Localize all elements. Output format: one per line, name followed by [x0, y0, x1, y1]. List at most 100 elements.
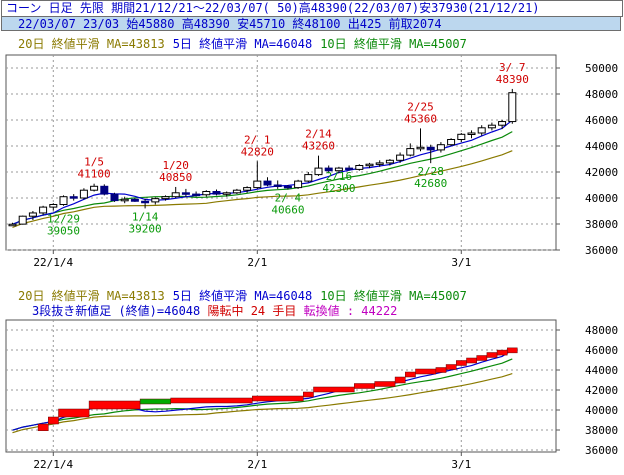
candle-up — [477, 127, 486, 134]
candle-up — [39, 206, 48, 214]
candle-down — [426, 146, 435, 151]
top-x-tick-label: 22/1/4 — [33, 256, 73, 269]
brick-up — [88, 400, 141, 410]
tlb-turn-value: 転換値 : 44222 — [304, 303, 398, 318]
annotation-value: 41100 — [78, 168, 111, 181]
ma10-line-bottom — [12, 358, 513, 431]
candle-up — [406, 148, 415, 156]
candle-down — [273, 184, 282, 187]
candle-up — [253, 180, 262, 189]
annotation-date: 1/14 — [132, 210, 159, 223]
candle-up — [314, 167, 323, 176]
brick-up — [313, 386, 355, 393]
top-x-tick-label: 2/1 — [247, 256, 267, 269]
brick-up — [394, 376, 406, 384]
bottom-x-tick-label: 2/1 — [247, 458, 267, 471]
candle-up — [436, 144, 445, 151]
candle-up — [222, 192, 231, 195]
brick-up — [354, 383, 375, 389]
candle-up — [498, 121, 507, 126]
top-plot-frame — [5, 54, 557, 251]
top-y-tick-label: 40000 — [585, 192, 618, 205]
top-legend-ma5: 5日 終値平滑 MA=46048 — [173, 36, 312, 51]
annotation-date: 2/16 — [326, 170, 353, 183]
bottom-legend-ma20: 20日 終値平滑 MA=43813 — [18, 288, 165, 303]
candle-up — [202, 191, 211, 196]
bottom-y-tick-label: 46000 — [585, 344, 618, 357]
candle-up — [447, 139, 456, 146]
brick-down — [139, 398, 171, 405]
top-y-tick-label: 42000 — [585, 166, 618, 179]
annotation-date: 1/20 — [162, 159, 189, 172]
candle-up — [120, 198, 129, 202]
annotation-date: 2/25 — [407, 100, 434, 113]
annotation-value: 40850 — [159, 171, 192, 184]
top-y-tick-label: 46000 — [585, 114, 618, 127]
annotation-value: 39050 — [47, 224, 80, 237]
candle-up — [457, 133, 466, 141]
candle-down — [324, 167, 333, 172]
candle-up — [151, 198, 160, 203]
top-legend-ma10: 10日 終値平滑 MA=45007 — [320, 36, 467, 51]
candle-up — [49, 204, 58, 208]
bottom-y-tick-label: 40000 — [585, 404, 618, 417]
ma20-line-bottom — [12, 373, 513, 434]
top-y-tick-label: 48000 — [585, 88, 618, 101]
brick-up — [374, 381, 396, 387]
top-y-tick-label: 50000 — [585, 62, 618, 75]
bottom-y-tick-label: 48000 — [585, 324, 618, 337]
candle-down — [130, 198, 139, 202]
candle-up — [385, 159, 394, 164]
candle-up — [334, 167, 343, 172]
bottom-plot-frame — [5, 319, 557, 453]
brick-up — [496, 349, 508, 356]
annotation-date: 2/ 4 — [275, 191, 302, 204]
annotation-date: 2/ 1 — [244, 133, 271, 146]
brick-up — [37, 423, 49, 431]
annotation-value: 42300 — [322, 182, 355, 195]
top-y-tick-label: 44000 — [585, 140, 618, 153]
brick-up — [303, 391, 314, 398]
brick-up — [466, 357, 477, 364]
candle-down — [100, 185, 109, 195]
tlb-info-line: 3段抜き新値足 (終値)=46048 陽転中 24 手目 転換値 : 44222 — [32, 303, 397, 318]
candle-up — [487, 124, 496, 129]
ma10-line — [12, 131, 513, 225]
annotation-date: 2/14 — [305, 128, 332, 141]
tlb-status: 陽転中 24 手目 — [207, 303, 303, 318]
annotation-value: 40660 — [271, 203, 304, 216]
annotation-value: 42820 — [241, 145, 274, 158]
candle-down — [345, 167, 354, 171]
chart-title-bar: コーン 日足 先限 期間21/12/21～22/03/07( 50)高48390… — [1, 0, 623, 17]
candle-up — [365, 163, 374, 167]
annotation-date: 1/5 — [84, 156, 104, 169]
candle-up — [355, 165, 364, 170]
candle-up — [8, 223, 17, 227]
bottom-legend-ma10: 10日 終値平滑 MA=45007 — [320, 288, 467, 303]
candle-up — [304, 174, 313, 182]
bottom-x-tick-label: 22/1/4 — [33, 458, 73, 471]
top-legend-ma20: 20日 終値平滑 MA=43813 — [18, 36, 165, 51]
ma20-line — [12, 150, 513, 229]
candle-down — [192, 193, 201, 197]
bottom-x-tick-label: 3/1 — [451, 458, 471, 471]
bottom-y-tick-label: 44000 — [585, 364, 618, 377]
latest-quote-bar: 22/03/07 23/03 始45880 高48390 安45710 終481… — [1, 16, 621, 31]
brick-up — [405, 371, 416, 378]
candle-up — [294, 180, 303, 189]
annotation-date: 3/ 7 — [499, 61, 526, 74]
brick-up — [415, 368, 437, 375]
candle-up — [161, 196, 170, 200]
candle-up — [171, 192, 180, 198]
three-line-break-panel: 20日 終値平滑 MA=43813 5日 終値平滑 MA=46048 10日 終値平… — [5, 288, 618, 471]
candle-up — [508, 92, 517, 123]
candle-down — [212, 191, 221, 195]
candle-up — [243, 187, 252, 191]
bottom-y-tick-label: 38000 — [585, 424, 618, 437]
brick-up — [435, 367, 447, 373]
candle-down — [141, 200, 150, 204]
candle-up — [28, 212, 37, 217]
chart-title: コーン 日足 先限 期間21/12/21～22/03/07( 50)高48390… — [6, 1, 540, 15]
candle-up — [416, 146, 425, 150]
brick-up — [486, 352, 498, 358]
